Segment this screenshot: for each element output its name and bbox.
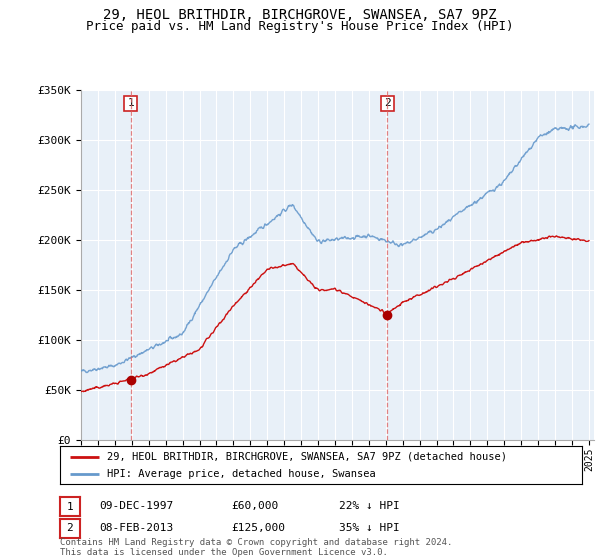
Text: 29, HEOL BRITHDIR, BIRCHGROVE, SWANSEA, SA7 9PZ: 29, HEOL BRITHDIR, BIRCHGROVE, SWANSEA, … bbox=[103, 8, 497, 22]
Text: 29, HEOL BRITHDIR, BIRCHGROVE, SWANSEA, SA7 9PZ (detached house): 29, HEOL BRITHDIR, BIRCHGROVE, SWANSEA, … bbox=[107, 452, 507, 462]
Text: 1: 1 bbox=[127, 99, 134, 108]
Text: Price paid vs. HM Land Registry's House Price Index (HPI): Price paid vs. HM Land Registry's House … bbox=[86, 20, 514, 32]
Text: 35% ↓ HPI: 35% ↓ HPI bbox=[339, 522, 400, 533]
Text: £125,000: £125,000 bbox=[231, 522, 285, 533]
Text: 22% ↓ HPI: 22% ↓ HPI bbox=[339, 501, 400, 511]
Text: £60,000: £60,000 bbox=[231, 501, 278, 511]
Text: 2: 2 bbox=[67, 524, 73, 533]
Text: 09-DEC-1997: 09-DEC-1997 bbox=[99, 501, 173, 511]
Text: HPI: Average price, detached house, Swansea: HPI: Average price, detached house, Swan… bbox=[107, 469, 376, 479]
Text: 2: 2 bbox=[384, 99, 391, 108]
Text: Contains HM Land Registry data © Crown copyright and database right 2024.
This d: Contains HM Land Registry data © Crown c… bbox=[60, 538, 452, 557]
Text: 1: 1 bbox=[67, 502, 73, 511]
Text: 08-FEB-2013: 08-FEB-2013 bbox=[99, 522, 173, 533]
